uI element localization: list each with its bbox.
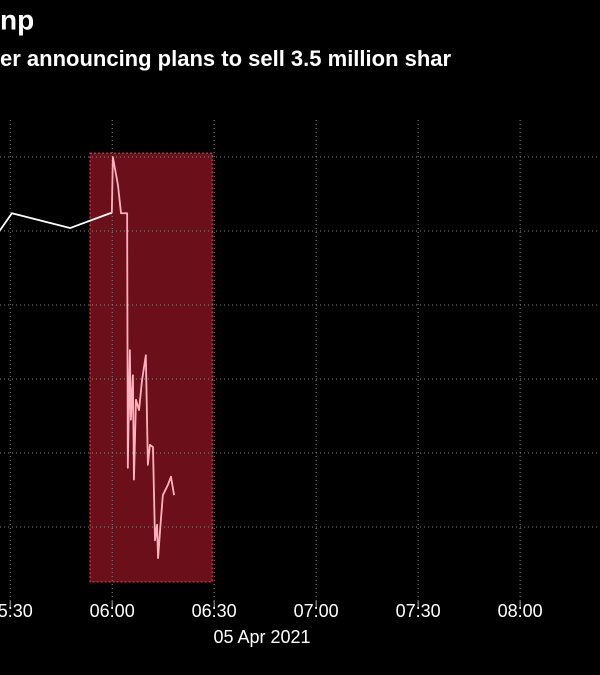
- x-axis-label: 05 Apr 2021: [213, 627, 310, 647]
- x-tick-label: 06:00: [90, 601, 135, 621]
- x-tick-label: 08:00: [498, 601, 543, 621]
- x-tick-label: 05:30: [0, 601, 33, 621]
- x-tick-label: 07:30: [396, 601, 441, 621]
- x-tick-label: 06:30: [192, 601, 237, 621]
- line: [0, 212, 112, 231]
- highlight-region: [89, 152, 213, 583]
- line: [110, 156, 175, 559]
- chart-title: np: [0, 4, 34, 35]
- chart-subtitle: er announcing plans to sell 3.5 million …: [0, 46, 452, 71]
- x-tick-label: 07:00: [294, 601, 339, 621]
